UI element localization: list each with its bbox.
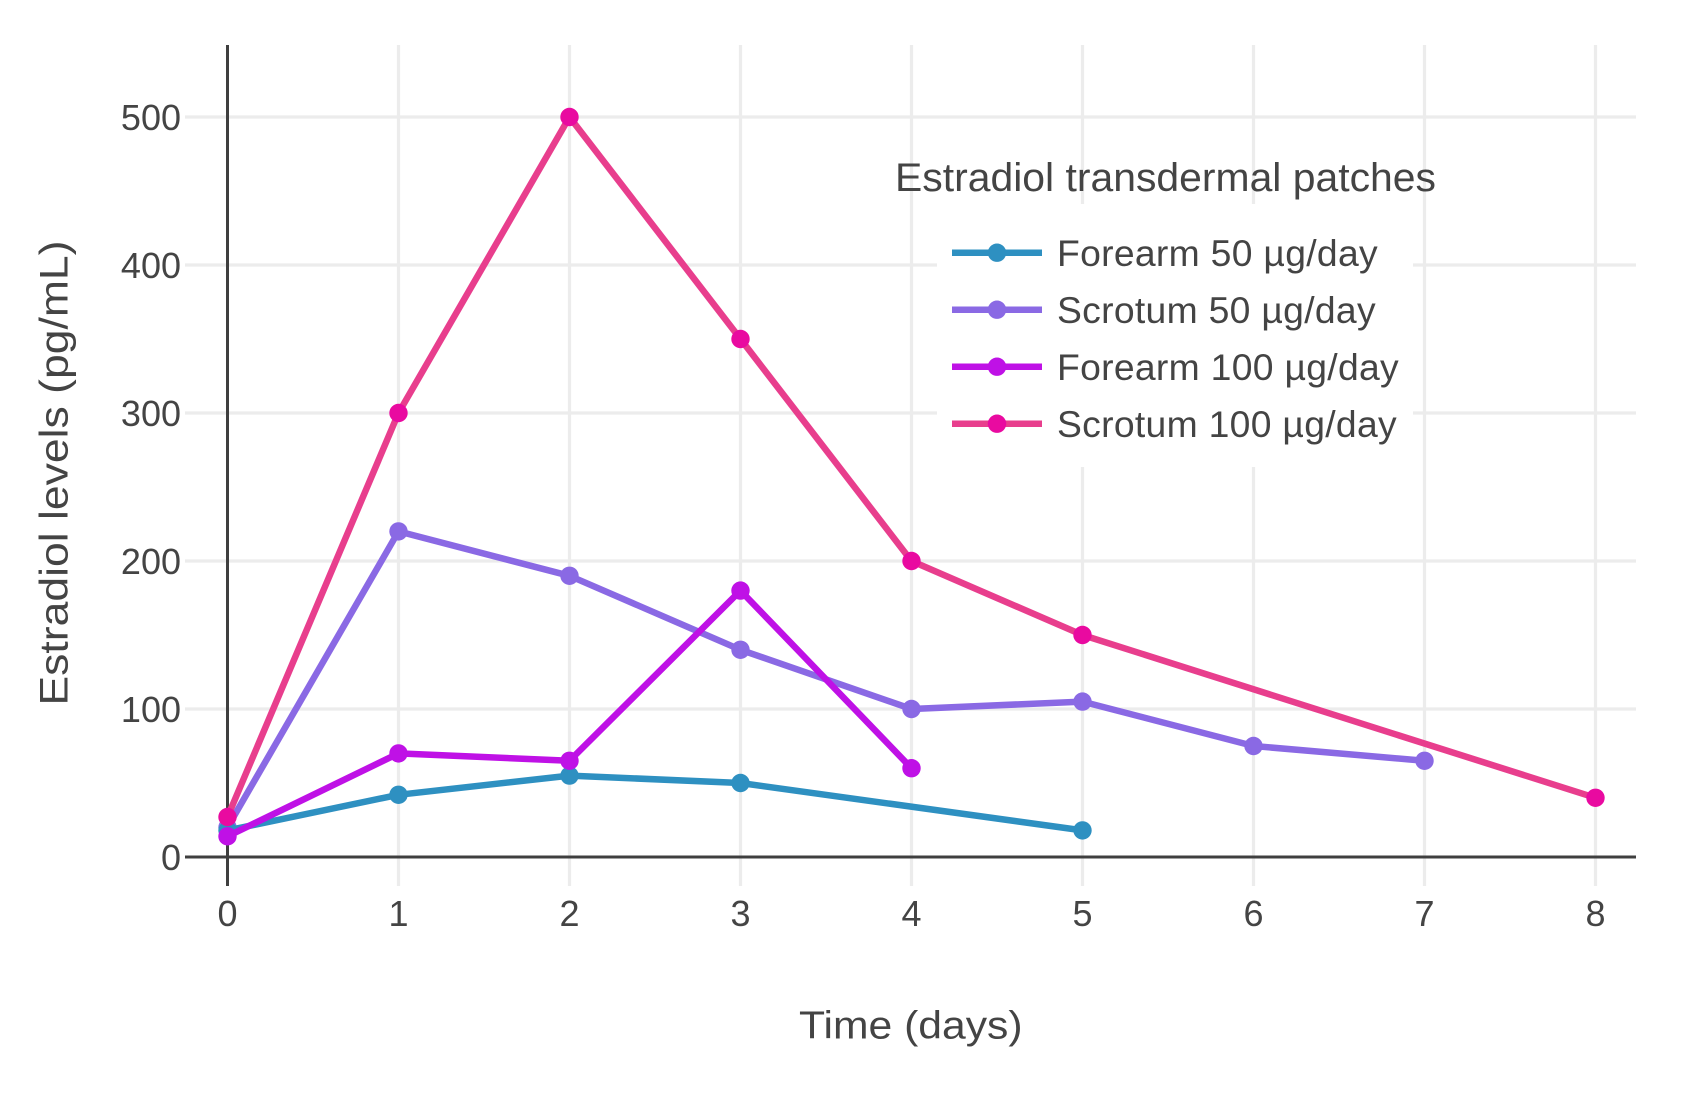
svg-text:0: 0	[217, 893, 237, 934]
svg-text:Scrotum 50 µg/day: Scrotum 50 µg/day	[1057, 289, 1376, 331]
svg-text:Time (days): Time (days)	[799, 1005, 1023, 1048]
svg-text:6: 6	[1243, 893, 1263, 934]
svg-text:5: 5	[1072, 893, 1092, 934]
svg-text:0: 0	[161, 837, 181, 878]
svg-text:Forearm 100 µg/day: Forearm 100 µg/day	[1057, 346, 1399, 388]
svg-text:2: 2	[559, 893, 579, 934]
svg-text:300: 300	[121, 393, 181, 434]
svg-text:7: 7	[1414, 893, 1434, 934]
svg-text:Estradiol transdermal patches: Estradiol transdermal patches	[895, 156, 1436, 200]
svg-text:Scrotum 100 µg/day: Scrotum 100 µg/day	[1057, 403, 1397, 445]
svg-text:Forearm 50 µg/day: Forearm 50 µg/day	[1057, 232, 1378, 274]
svg-text:100: 100	[121, 689, 181, 730]
svg-text:4: 4	[901, 893, 921, 934]
svg-text:1: 1	[388, 893, 408, 934]
svg-text:3: 3	[730, 893, 750, 934]
svg-text:400: 400	[121, 245, 181, 286]
svg-text:Estradiol levels (pg/mL): Estradiol levels (pg/mL)	[33, 241, 77, 706]
svg-text:8: 8	[1585, 893, 1605, 934]
svg-text:200: 200	[121, 541, 181, 582]
svg-text:500: 500	[121, 97, 181, 138]
